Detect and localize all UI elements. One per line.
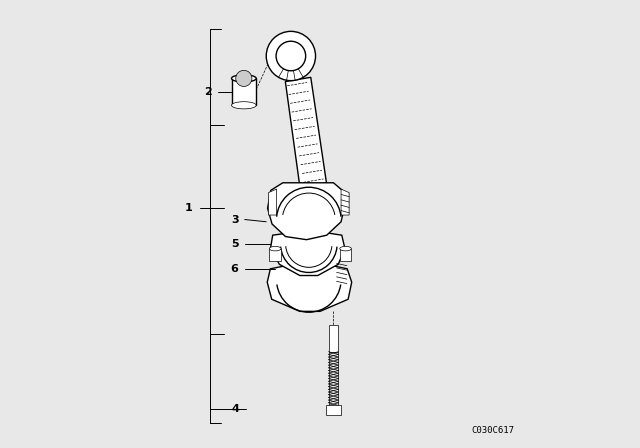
Text: 5: 5	[231, 239, 239, 249]
Text: 4: 4	[232, 404, 239, 414]
Polygon shape	[285, 78, 326, 187]
Polygon shape	[329, 325, 338, 352]
Polygon shape	[269, 249, 281, 261]
Ellipse shape	[232, 102, 256, 109]
Polygon shape	[232, 78, 256, 105]
Polygon shape	[341, 189, 349, 215]
Ellipse shape	[232, 75, 256, 82]
Polygon shape	[269, 189, 276, 215]
Text: 1: 1	[184, 203, 192, 213]
Polygon shape	[268, 183, 344, 240]
Text: C030C617: C030C617	[471, 426, 514, 435]
Polygon shape	[271, 231, 345, 276]
Circle shape	[236, 70, 252, 86]
Ellipse shape	[340, 246, 351, 251]
Text: 2: 2	[204, 87, 212, 97]
Text: 3: 3	[231, 215, 239, 224]
Polygon shape	[268, 262, 352, 311]
Text: 6: 6	[230, 264, 239, 274]
Circle shape	[276, 41, 306, 71]
Circle shape	[266, 31, 316, 81]
Polygon shape	[340, 249, 351, 261]
Ellipse shape	[269, 246, 281, 251]
Polygon shape	[326, 405, 340, 415]
